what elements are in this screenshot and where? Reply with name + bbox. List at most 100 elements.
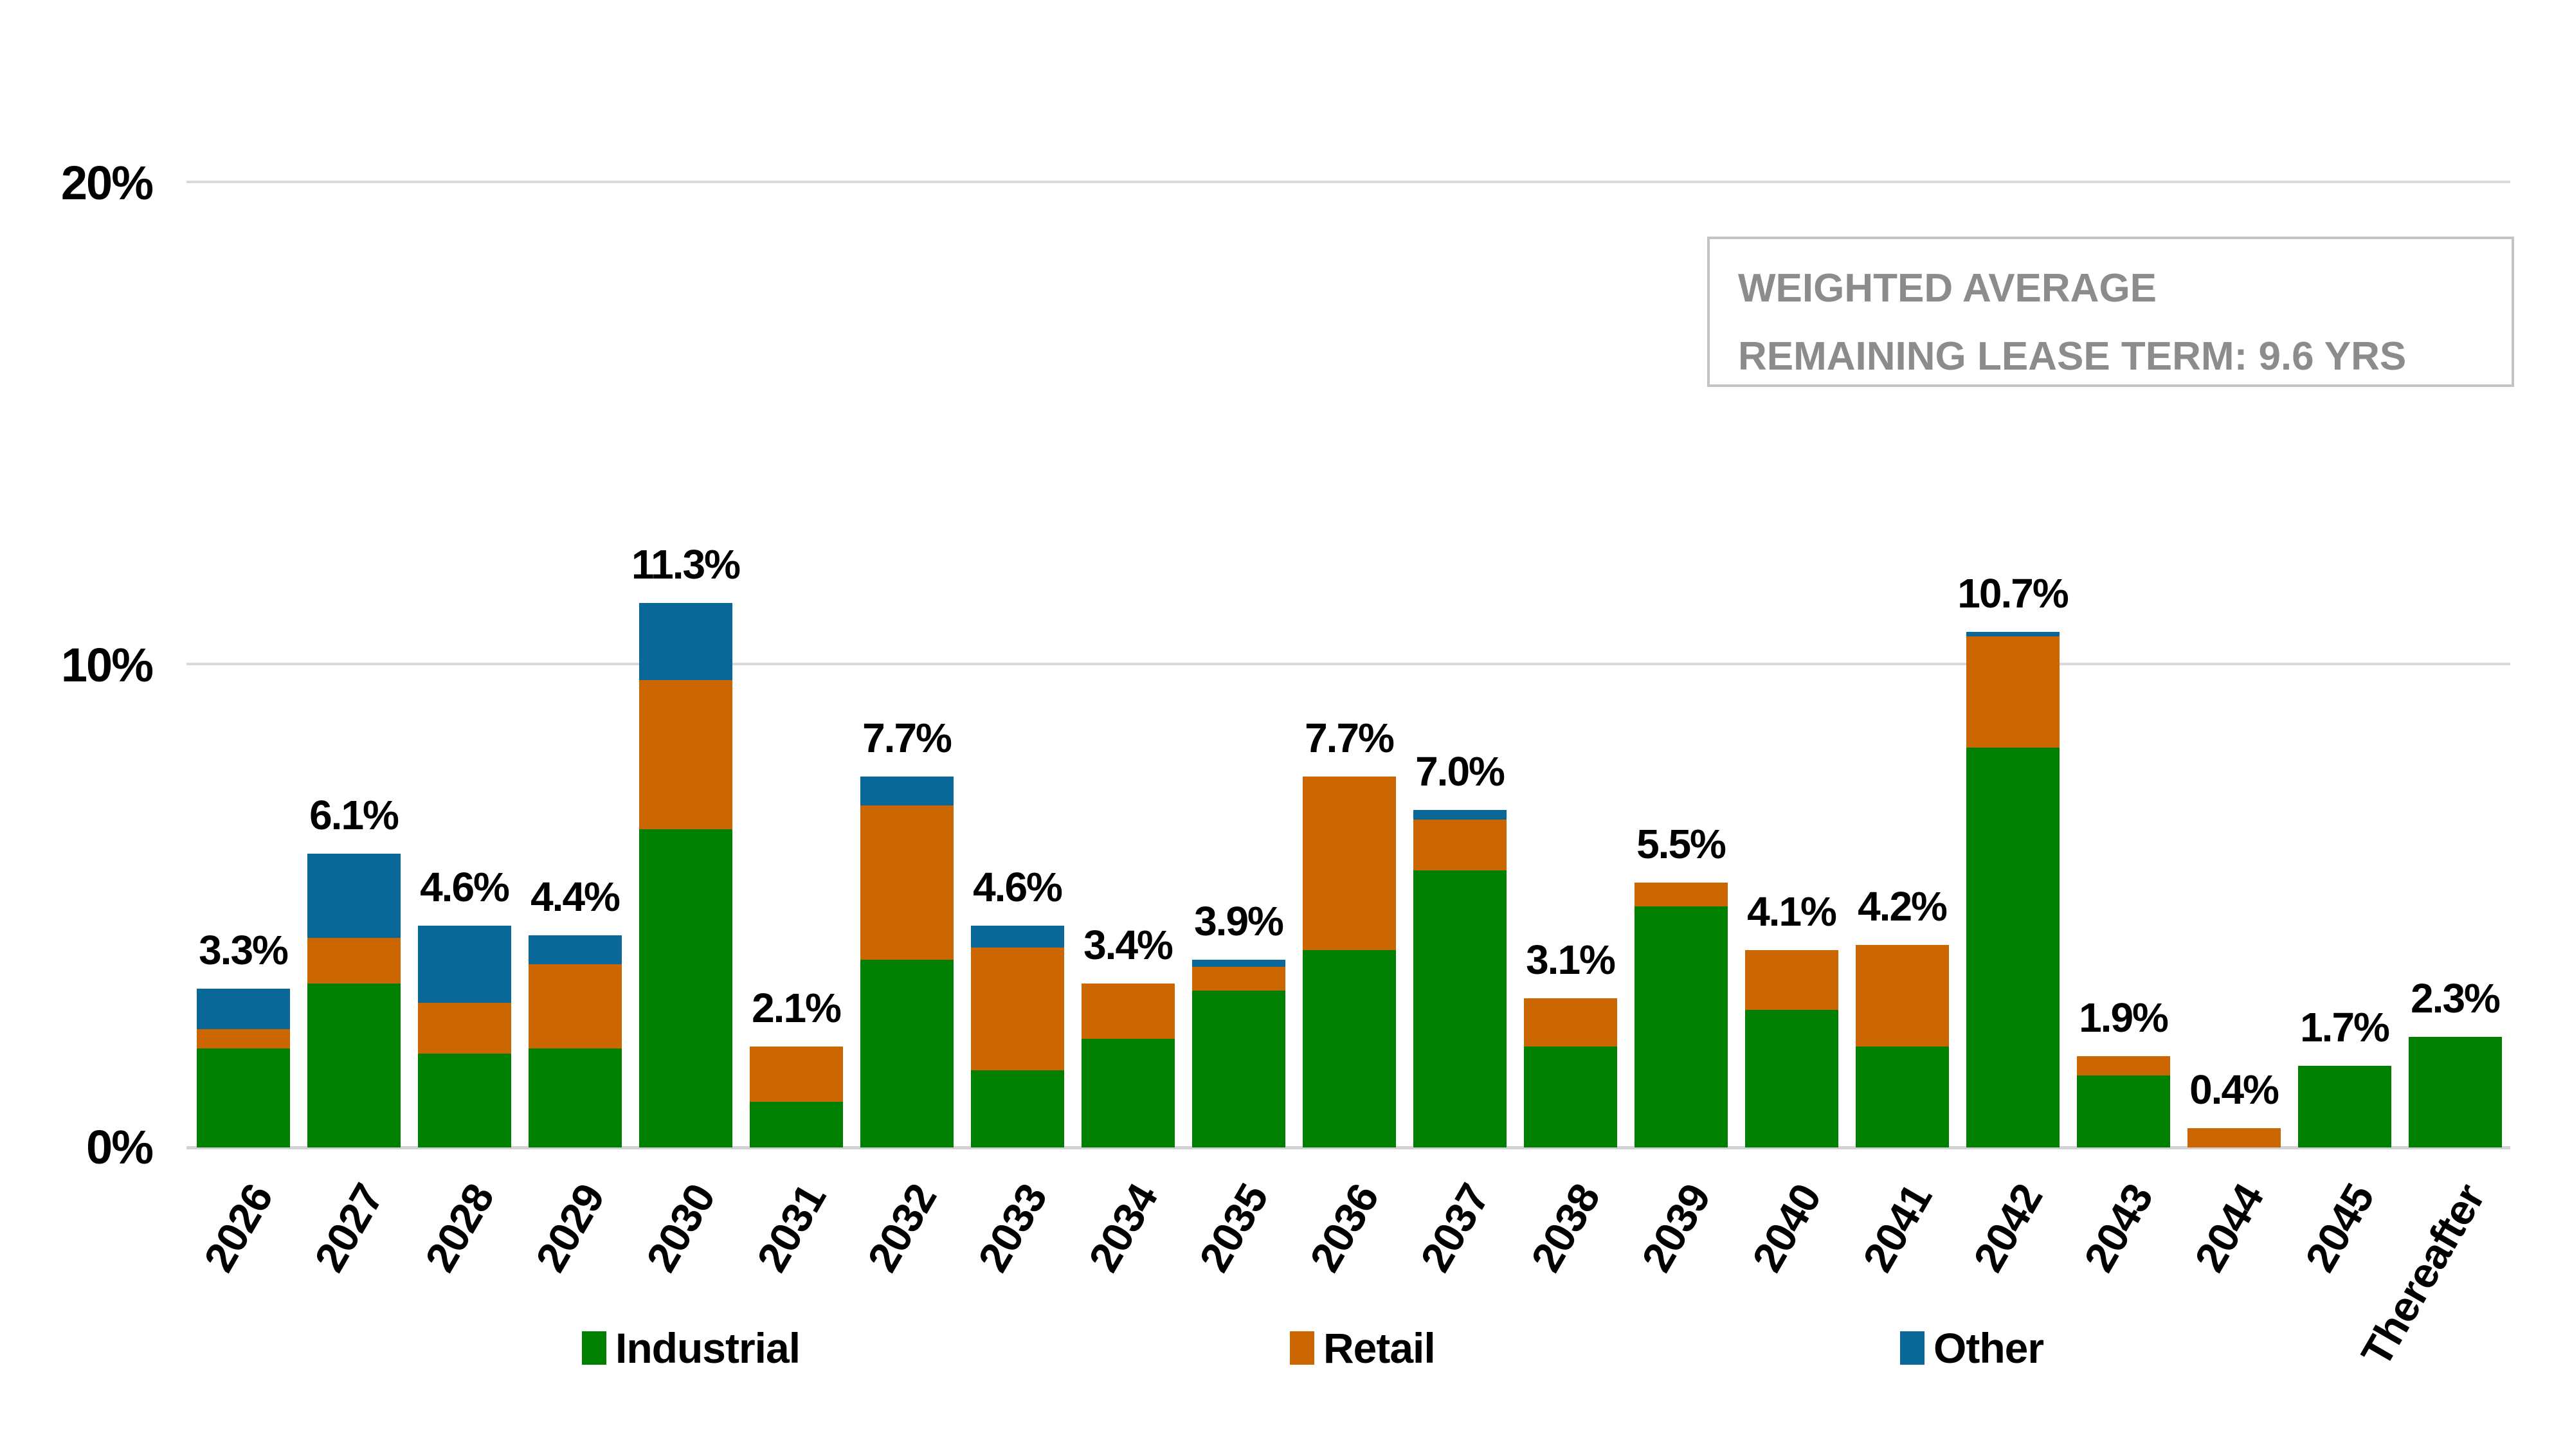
bar-2040	[1744, 949, 1838, 1147]
bar-2043-industrial-segment	[2076, 1075, 2170, 1147]
bar-2043	[2076, 1056, 2170, 1147]
bar-2032-value-label: 7.7%	[862, 714, 952, 761]
x-axis-line	[186, 1146, 2510, 1149]
bar-2042-retail-segment	[1966, 636, 2060, 748]
bar-2027-other-segment	[307, 853, 401, 938]
bar-2028	[417, 926, 511, 1147]
bar-2028-value-label: 4.6%	[420, 864, 510, 910]
bar-2029-industrial-segment	[528, 1048, 622, 1147]
bar-2028-other-segment	[417, 926, 511, 1003]
bar-2033-retail-segment	[970, 947, 1064, 1070]
y-tick-0pct: 0%	[86, 1120, 154, 1174]
bar-2036-retail-segment	[1302, 776, 1396, 950]
bar-2045-value-label: 1.7%	[2300, 1003, 2390, 1050]
bar-2026-value-label: 3.3%	[199, 926, 289, 973]
bar-2027-retail-segment	[307, 937, 401, 984]
bar-2045-industrial-segment	[2297, 1065, 2391, 1147]
bar-2035	[1191, 959, 1285, 1147]
bar-2026-industrial-segment	[196, 1048, 290, 1147]
bar-2031	[749, 1046, 843, 1147]
bar-2042	[1966, 631, 2060, 1147]
industrial-legend-swatch	[582, 1331, 606, 1365]
bar-2036-value-label: 7.7%	[1305, 714, 1395, 761]
bar-2031-retail-segment	[749, 1046, 843, 1102]
bar-2035-value-label: 3.9%	[1194, 897, 1284, 944]
bar-2038-retail-segment	[1523, 998, 1617, 1047]
bar-2034-value-label: 3.4%	[1083, 922, 1173, 968]
bar-2041	[1855, 945, 1949, 1147]
bar-2030-other-segment	[638, 602, 732, 680]
retail-legend-swatch	[1290, 1331, 1314, 1365]
legend-item-other: Other	[1900, 1326, 2044, 1371]
bar-2027	[307, 853, 401, 1147]
bar-2028-retail-segment	[417, 1003, 511, 1054]
bar-2043-value-label: 1.9%	[2079, 994, 2169, 1041]
bar-2036	[1302, 776, 1396, 1147]
bar-2044-value-label: 0.4%	[2189, 1066, 2279, 1113]
bar-2039-industrial-segment	[1634, 906, 1728, 1147]
legend-item-retail: Retail	[1290, 1324, 1436, 1372]
bar-2032	[860, 776, 954, 1147]
y-tick-10pct: 10%	[60, 638, 154, 692]
bar-2031-industrial-segment	[749, 1101, 843, 1147]
bar-2029	[528, 935, 622, 1147]
bar-2026	[196, 988, 290, 1147]
bar-2027-industrial-segment	[307, 984, 401, 1147]
bar-2029-retail-segment	[528, 964, 622, 1049]
bar-2039-retail-segment	[1634, 882, 1728, 906]
bar-2030-retail-segment	[638, 679, 732, 829]
callout-line-2: REMAINING LEASE TERM: 9.6 YRS	[1738, 334, 2407, 379]
bar-2029-other-segment	[528, 935, 622, 964]
bar-2031-value-label: 2.1%	[752, 984, 842, 1031]
bar-2032-other-segment	[860, 776, 954, 805]
bar-2027-value-label: 6.1%	[309, 791, 399, 838]
bar-2037	[1413, 810, 1507, 1147]
bar-2044	[2187, 1128, 2281, 1147]
bar-2033-value-label: 4.6%	[973, 864, 1063, 910]
bar-2034-industrial-segment	[1081, 1039, 1175, 1147]
bar-2040-retail-segment	[1744, 949, 1838, 1011]
bar-2034-retail-segment	[1081, 984, 1175, 1039]
bar-thereafter-value-label: 2.3%	[2411, 975, 2501, 1021]
gridline-20pct	[186, 181, 2510, 183]
retail-legend-label: Retail	[1323, 1324, 1436, 1372]
bar-2032-industrial-segment	[860, 959, 954, 1147]
bar-2035-industrial-segment	[1191, 991, 1285, 1147]
bar-2035-retail-segment	[1191, 966, 1285, 991]
bar-2042-other-segment	[1966, 631, 2060, 636]
bar-2034	[1081, 984, 1175, 1147]
bar-2030-value-label: 11.3%	[631, 541, 741, 588]
bar-2044-retail-segment	[2187, 1128, 2281, 1147]
bar-2030-industrial-segment	[638, 829, 732, 1147]
industrial-legend-label: Industrial	[615, 1324, 801, 1372]
bar-2035-other-segment	[1191, 959, 1285, 967]
y-tick-20pct: 20%	[60, 156, 154, 210]
bar-2039	[1634, 882, 1728, 1147]
bar-2028-industrial-segment	[417, 1053, 511, 1147]
bar-thereafter-industrial-segment	[2408, 1036, 2502, 1147]
bar-2026-retail-segment	[196, 1029, 290, 1049]
bar-2039-value-label: 5.5%	[1636, 820, 1726, 867]
bar-2036-industrial-segment	[1302, 949, 1396, 1147]
bar-2033	[970, 926, 1064, 1147]
bar-thereafter	[2408, 1036, 2502, 1147]
legend-item-industrial: Industrial	[582, 1324, 801, 1372]
bar-2033-other-segment	[970, 926, 1064, 948]
bar-2029-value-label: 4.4%	[530, 874, 620, 920]
bar-2038-industrial-segment	[1523, 1046, 1617, 1147]
bar-2040-value-label: 4.1%	[1747, 888, 1837, 935]
bar-2045	[2297, 1065, 2391, 1147]
bar-2030	[638, 602, 732, 1147]
other-legend-swatch	[1900, 1331, 1924, 1365]
bar-2042-value-label: 10.7%	[1957, 570, 2069, 616]
bar-2042-industrial-segment	[1966, 747, 2060, 1147]
bar-2026-other-segment	[196, 988, 290, 1030]
bar-2037-retail-segment	[1413, 820, 1507, 870]
gridline-10pct	[186, 663, 2510, 665]
bar-2037-other-segment	[1413, 810, 1507, 820]
callout-line-1: WEIGHTED AVERAGE	[1738, 266, 2157, 310]
weighted-average-callout: WEIGHTED AVERAGE REMAINING LEASE TERM: 9…	[1707, 237, 2514, 387]
bar-2041-value-label: 4.2%	[1858, 883, 1948, 930]
bar-2033-industrial-segment	[970, 1070, 1064, 1147]
